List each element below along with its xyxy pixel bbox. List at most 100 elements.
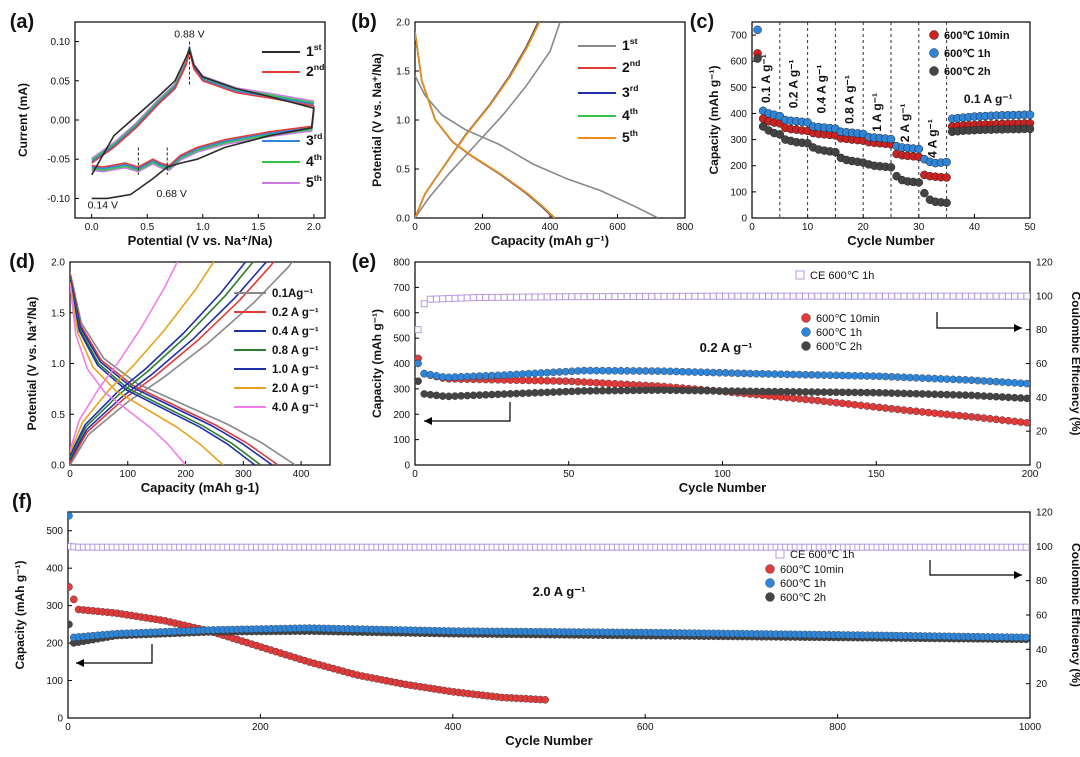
legend-marker: [929, 48, 939, 58]
arrowhead-right: [1014, 571, 1022, 579]
rate-point: [775, 130, 785, 139]
gcd-curve-5th-charge: [415, 22, 541, 218]
legend-label-4th-sup: th: [630, 106, 638, 116]
ce-point: [605, 293, 613, 301]
ce-point: [875, 292, 883, 300]
rate-point: [753, 54, 762, 63]
ce-point: [512, 293, 520, 301]
ce-point: [451, 294, 459, 302]
chart-panel-f: 0 200 400 600 800 1000 0 100 200 300 400 500 20 40 60 8…: [12, 491, 1080, 748]
capacity-point: [68, 512, 73, 520]
capacity-point: [1022, 633, 1030, 642]
legend-label-2nd: 2nd: [306, 62, 324, 79]
legend-label-4th: 4th: [306, 152, 322, 169]
x-tick-label: 0: [412, 222, 418, 233]
x-tick-label: 0: [67, 469, 73, 480]
gcd-rate-curve-charge: [70, 262, 255, 459]
ce-point: [611, 293, 619, 301]
ce-point: [476, 293, 484, 301]
legend-label: 600℃ 2h: [816, 341, 862, 353]
legend-marker-ce: [795, 270, 805, 280]
cv-curve-4th-anodic: [91, 47, 315, 161]
y-axis-title: Capacity (mAh g⁻¹): [707, 65, 721, 174]
legend-label-4th-base: 4: [622, 107, 630, 123]
cv-curve-2nd-cathodic: [91, 105, 315, 168]
ce-point: [586, 293, 594, 301]
x-axis-title: Potential (V vs. Na⁺/Na): [128, 233, 273, 248]
plot-area: [91, 41, 315, 200]
legend-label-1st: 1st: [306, 42, 322, 59]
legend-label-1st-base: 1: [306, 43, 314, 59]
arrow-to-left-axis: [76, 644, 153, 664]
ce-point: [531, 293, 539, 301]
y-tick-label: 2.0: [396, 18, 410, 29]
legend-label-3rd: 3rd: [306, 131, 322, 148]
y-tick-label: 1.0: [51, 359, 65, 370]
rate-annotation: 0.2 A g⁻¹: [700, 340, 753, 355]
ce-point: [943, 292, 951, 300]
ce-point: [722, 292, 730, 300]
ce-point: [445, 295, 453, 303]
ce-point: [765, 292, 773, 300]
rate-point: [914, 178, 924, 187]
capacity-point: [541, 696, 549, 704]
ce-point: [426, 295, 434, 303]
y2-tick-label: 120: [1036, 508, 1053, 519]
ce-point: [986, 292, 994, 300]
ce-point: [415, 326, 422, 334]
y-tick-label: 700: [393, 283, 410, 294]
x-tick-label: 20: [858, 222, 870, 233]
legend-marker: [929, 30, 939, 40]
ce-point: [562, 293, 570, 301]
x-tick-label: 400: [293, 469, 310, 480]
ce-point: [931, 292, 939, 300]
legend-marker: [765, 592, 775, 602]
arrowhead-left: [76, 659, 84, 667]
arrow-to-left-axis: [424, 402, 511, 422]
gcd-rate-curve-discharge: [70, 278, 262, 465]
legend-label-ce: CE 600℃ 1h: [810, 270, 874, 282]
ce-point: [826, 292, 834, 300]
y-tick-label: 200: [46, 639, 63, 650]
rate-label: 0.2 A g⁻¹: [787, 59, 801, 108]
peak-annotation: 0.88 V: [174, 29, 204, 41]
y-tick-label: 700: [730, 31, 747, 42]
y-tick-label: 0.0: [51, 461, 65, 472]
legend-label-2nd-base: 2: [622, 59, 630, 75]
ce-point: [980, 292, 988, 300]
rate-annotation: 2.0 A g⁻¹: [533, 584, 586, 599]
y-tick-label: 200: [393, 410, 410, 421]
ce-point: [592, 293, 600, 301]
legend-marker: [801, 327, 811, 337]
ce-point: [543, 293, 551, 301]
x-tick-label: 800: [677, 222, 694, 233]
ce-point: [672, 292, 680, 300]
rate-point: [1025, 110, 1035, 120]
x-tick-label: 200: [1022, 469, 1039, 480]
rate-label: 0.8 A g⁻¹: [842, 75, 856, 124]
ce-point: [549, 293, 557, 301]
x-tick-label: 50: [1024, 222, 1036, 233]
ce-point: [752, 292, 760, 300]
y-tick-label: 0.10: [51, 37, 71, 48]
legend-label: 600℃ 1h: [944, 48, 991, 60]
y-tick-label: 100: [730, 187, 747, 198]
cv-curve-2nd-anodic: [91, 50, 315, 164]
ce-point: [697, 292, 705, 300]
legend-label: 600℃ 10min: [780, 564, 844, 576]
x-tick-label: 1000: [1019, 722, 1042, 733]
rate-point: [886, 163, 896, 172]
y2-tick-label: 80: [1036, 325, 1048, 336]
ce-point: [789, 292, 797, 300]
x-tick-label: 200: [177, 469, 194, 480]
legend-label-2nd-sup: nd: [314, 62, 325, 72]
y-tick-label: 1.5: [51, 308, 65, 319]
ce-point: [537, 293, 545, 301]
gcd-rate-curve-discharge: [70, 282, 224, 465]
legend-label-5th: 5th: [622, 128, 638, 145]
ce-point: [728, 292, 736, 300]
ce-point: [623, 292, 631, 300]
ce-point: [568, 293, 576, 301]
